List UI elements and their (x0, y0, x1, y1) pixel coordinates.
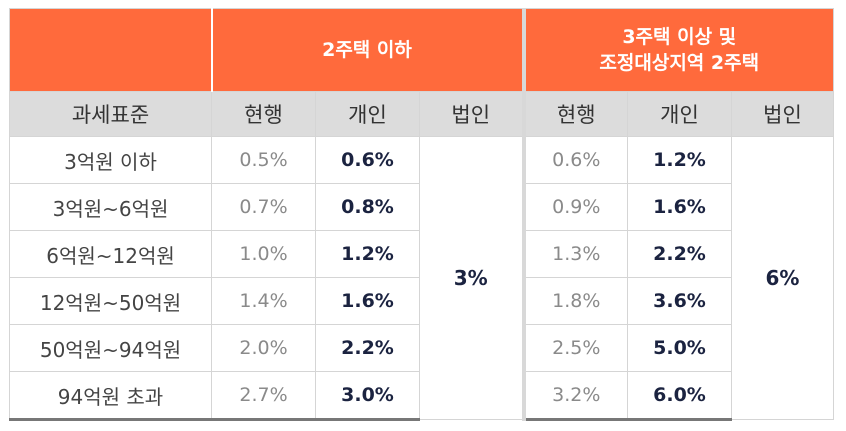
a-individual-cell: 1.2% (315, 230, 420, 278)
bracket-cell: 3억원 이하 (9, 136, 212, 184)
table-row: 94억원 초과 2.7% 3.0% 3.2% 6.0% (9, 371, 834, 421)
col-header-a-current: 현행 (211, 91, 316, 137)
b-individual-cell: 6.0% (627, 371, 732, 421)
tax-rate-table: 2주택 이하 3주택 이상 및 조정대상지역 2주택 과세표준 현행 개인 법인… (9, 8, 834, 421)
a-individual-cell: 0.6% (315, 136, 420, 184)
table-row: 6억원~12억원 1.0% 1.2% 1.3% 2.2% (9, 230, 834, 278)
group-header-three-homes: 3주택 이상 및 조정대상지역 2주택 (523, 8, 834, 92)
col-header-b-individual: 개인 (627, 91, 732, 137)
a-current-cell: 2.0% (211, 324, 316, 372)
a-corporate-cell: 3% (419, 136, 526, 420)
bracket-cell: 3억원~6억원 (9, 183, 212, 231)
bracket-cell: 94억원 초과 (9, 371, 212, 421)
bracket-cell: 12억원~50억원 (9, 277, 212, 325)
b-individual-cell: 2.2% (627, 230, 732, 278)
b-individual-cell: 3.6% (627, 277, 732, 325)
b-corporate-cell: 6% (731, 136, 834, 420)
a-individual-cell: 1.6% (315, 277, 420, 325)
col-header-bracket: 과세표준 (9, 91, 212, 137)
column-header-row: 과세표준 현행 개인 법인 현행 개인 법인 (9, 91, 834, 137)
b-current-cell: 2.5% (523, 324, 628, 372)
a-current-cell: 0.5% (211, 136, 316, 184)
table-row: 3억원~6억원 0.7% 0.8% 0.9% 1.6% (9, 183, 834, 231)
a-individual-cell: 3.0% (315, 371, 420, 421)
a-individual-cell: 0.8% (315, 183, 420, 231)
col-header-b-corporate: 법인 (731, 91, 834, 137)
col-header-a-corporate: 법인 (419, 91, 526, 137)
a-current-cell: 1.0% (211, 230, 316, 278)
table-row: 3억원 이하 0.5% 0.6% 3% 0.6% 1.2% 6% (9, 136, 834, 420)
b-individual-cell: 5.0% (627, 324, 732, 372)
b-current-cell: 1.3% (523, 230, 628, 278)
b-individual-cell: 1.2% (627, 136, 732, 184)
col-header-a-individual: 개인 (315, 91, 420, 137)
table-row: 12억원~50억원 1.4% 1.6% 1.8% 3.6% (9, 277, 834, 325)
header-corner (9, 8, 213, 92)
b-current-cell: 0.9% (523, 183, 628, 231)
group-header-row: 2주택 이하 3주택 이상 및 조정대상지역 2주택 (9, 8, 834, 92)
a-current-cell: 2.7% (211, 371, 316, 421)
group-header-two-homes: 2주택 이하 (211, 8, 526, 92)
a-current-cell: 0.7% (211, 183, 316, 231)
group-header-three-homes-line1: 3주택 이상 및 (622, 26, 737, 48)
col-header-b-current: 현행 (523, 91, 628, 137)
bracket-cell: 50억원~94억원 (9, 324, 212, 372)
b-current-cell: 0.6% (523, 136, 628, 184)
b-current-cell: 3.2% (523, 371, 628, 421)
bracket-cell: 6억원~12억원 (9, 230, 212, 278)
a-individual-cell: 2.2% (315, 324, 420, 372)
b-individual-cell: 1.6% (627, 183, 732, 231)
group-header-three-homes-line2: 조정대상지역 2주택 (599, 52, 760, 74)
a-current-cell: 1.4% (211, 277, 316, 325)
b-current-cell: 1.8% (523, 277, 628, 325)
